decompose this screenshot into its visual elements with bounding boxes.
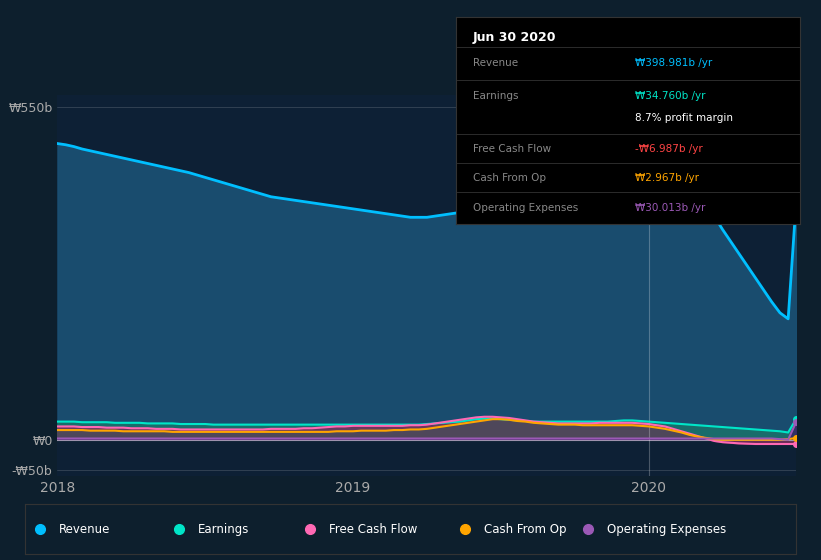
Text: ₩30.013b /yr: ₩30.013b /yr: [635, 203, 705, 213]
Text: Free Cash Flow: Free Cash Flow: [473, 144, 551, 155]
Text: Cash From Op: Cash From Op: [484, 522, 566, 536]
Text: Earnings: Earnings: [199, 522, 250, 536]
Text: Operating Expenses: Operating Expenses: [608, 522, 727, 536]
Text: Revenue: Revenue: [59, 522, 111, 536]
Text: Earnings: Earnings: [473, 91, 518, 101]
Text: ₩2.967b /yr: ₩2.967b /yr: [635, 174, 699, 184]
Text: Free Cash Flow: Free Cash Flow: [329, 522, 418, 536]
Text: Jun 30 2020: Jun 30 2020: [473, 31, 557, 44]
Text: Cash From Op: Cash From Op: [473, 174, 546, 184]
Text: -₩6.987b /yr: -₩6.987b /yr: [635, 144, 703, 155]
Text: Revenue: Revenue: [473, 58, 518, 68]
Text: 8.7% profit margin: 8.7% profit margin: [635, 113, 733, 123]
Text: Operating Expenses: Operating Expenses: [473, 203, 578, 213]
Text: ₩398.981b /yr: ₩398.981b /yr: [635, 58, 712, 68]
Text: ₩34.760b /yr: ₩34.760b /yr: [635, 91, 705, 101]
